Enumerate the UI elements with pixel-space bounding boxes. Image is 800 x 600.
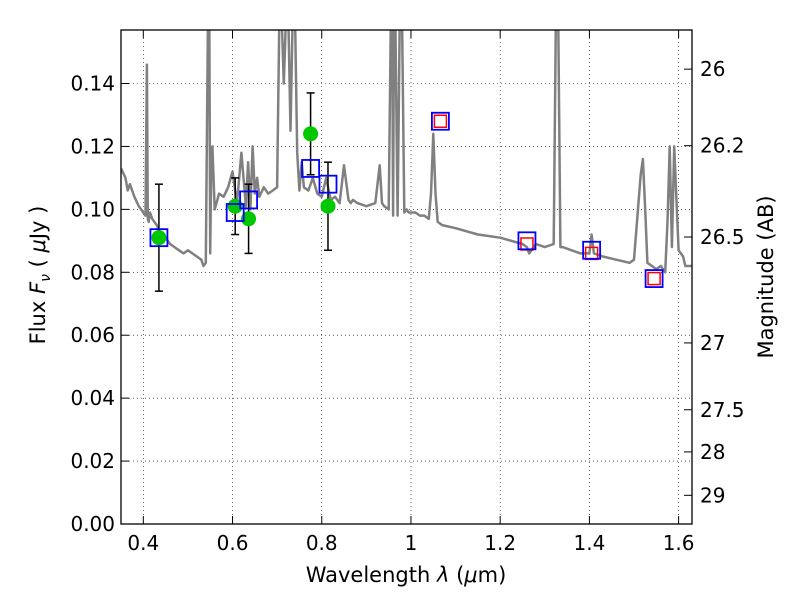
x-tick-label: 0.4 <box>127 531 159 555</box>
tick-layer: 0.4 0.6 0.8 1 1.2 1.4 1.6 0.00 0.02 0.04 0.06 0.08 0… <box>70 30 745 555</box>
model-bandpass-point <box>149 228 169 248</box>
x-tick-label: 1 <box>405 531 418 555</box>
model-bandpass-point <box>517 231 537 251</box>
x-tick-label: 1.4 <box>573 531 605 555</box>
model-bandpass-point <box>582 240 602 260</box>
model-sed-layer <box>121 30 692 274</box>
y-tick-label: 0.02 <box>70 449 115 473</box>
y-tick-label: 0.12 <box>70 134 115 158</box>
y2-tick-label: 29 <box>700 483 725 507</box>
x-tick-label: 0.8 <box>306 531 338 555</box>
model-bandpass-point <box>644 269 664 288</box>
model-bandpass-point <box>301 159 320 178</box>
y2-tick-label: 26.5 <box>700 225 745 249</box>
y-tick-label: 0.04 <box>70 386 115 410</box>
ir-observed-point <box>433 114 448 128</box>
x-axis-label: Wavelength λ (μm) <box>306 563 507 587</box>
y2-tick-label: 26.2 <box>700 134 745 158</box>
y2-tick-label: 27.5 <box>700 398 745 422</box>
marker-layer <box>149 92 664 292</box>
plot-frame <box>120 29 693 525</box>
y-tick-label: 0.10 <box>70 197 115 221</box>
model-bandpass-point <box>239 190 258 210</box>
y-tick-label: 0.00 <box>70 512 115 536</box>
observed-point <box>227 198 243 214</box>
observed-point <box>303 126 319 142</box>
y-tick-label: 0.14 <box>70 71 115 95</box>
x-tick-label: 1.2 <box>484 531 516 555</box>
y-tick-label: 0.06 <box>70 323 115 347</box>
observed-point <box>241 211 257 227</box>
model-bandpass-point <box>431 111 450 131</box>
y2-tick-label: 28 <box>700 440 725 464</box>
x-tick-label: 0.6 <box>217 531 249 555</box>
y2-tick-label: 27 <box>700 331 725 355</box>
y-axis-label: Flux Fν ( μJy ) <box>26 206 54 345</box>
model-bandpass-point <box>318 174 338 194</box>
y-tick-label: 0.08 <box>70 260 115 284</box>
secondary-y-axis-label: Magnitude (AB) <box>754 195 778 358</box>
x-tick-label: 1.6 <box>663 531 695 555</box>
model-sed-line <box>121 30 692 274</box>
y2-tick-label: 26 <box>700 57 725 81</box>
observed-point <box>151 230 167 246</box>
ir-observed-point <box>647 271 661 286</box>
observed-point <box>320 198 336 214</box>
model-bandpass-point <box>225 203 245 222</box>
